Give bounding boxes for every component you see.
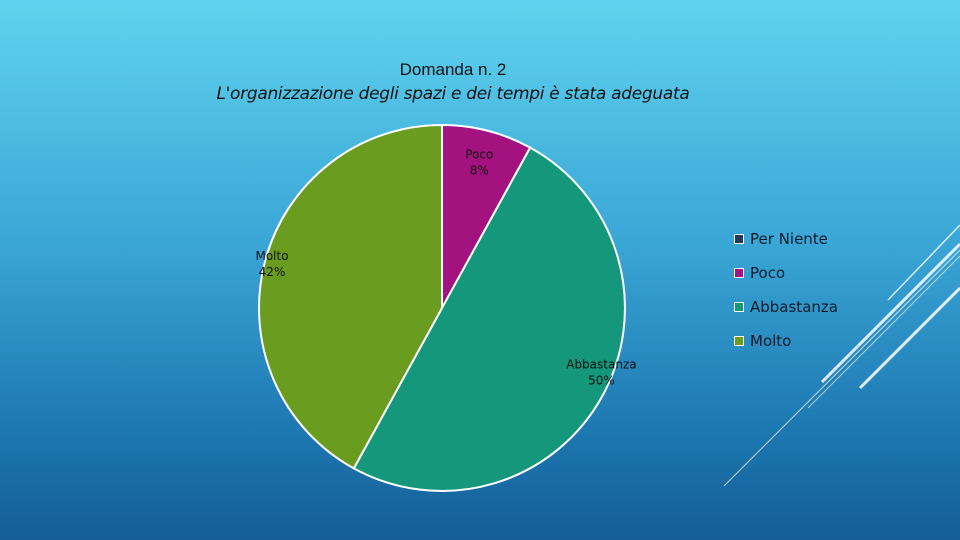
pie-label-abbastanza: Abbastanza 50% [566,358,636,388]
legend-item-poco: Poco [734,256,874,290]
chart-title: Domanda n. 2 [399,60,507,79]
pie-slice-abbastanza [352,146,626,492]
legend-swatch-per-niente [734,234,744,244]
legend: Per Niente Poco Abbastanza Molto [734,222,874,358]
pie-label-poco: Poco 8% [465,148,493,178]
legend-label-per-niente: Per Niente [750,230,828,248]
legend-label-abbastanza: Abbastanza [750,298,838,316]
pie-label-molto: Molto 42% [255,249,288,279]
pie-slice-poco [441,123,532,309]
legend-swatch-abbastanza [734,302,744,312]
pie-slice-molto [258,123,443,470]
pie-slices [258,123,626,492]
chart-subtitle: L'organizzazione degli spazi e dei tempi… [216,84,690,104]
legend-item-abbastanza: Abbastanza [734,290,874,324]
legend-item-per-niente: Per Niente [734,222,874,256]
legend-item-molto: Molto [734,324,874,358]
legend-label-poco: Poco [750,264,786,282]
legend-swatch-molto [734,336,744,346]
pie-labels: Poco 8% Abbastanza 50% Molto 42% [255,148,636,388]
legend-label-molto: Molto [750,332,792,350]
legend-swatch-poco [734,268,744,278]
